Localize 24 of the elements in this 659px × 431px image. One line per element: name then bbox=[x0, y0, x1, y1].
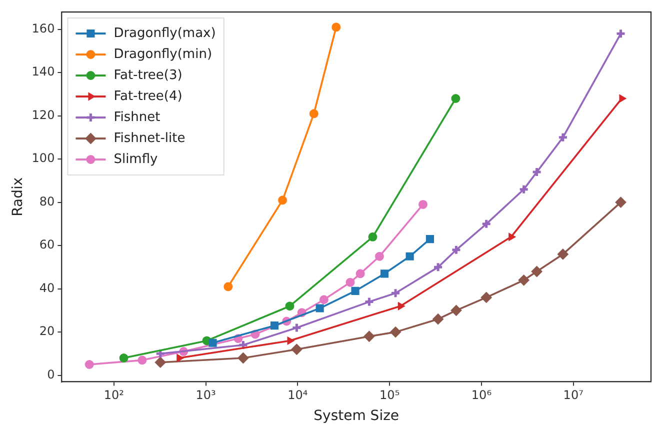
y-tick-label: 20 bbox=[39, 324, 55, 338]
legend-label: Slimfly bbox=[114, 152, 158, 167]
y-tick-label: 120 bbox=[32, 108, 55, 122]
legend-label: Fat-tree(3) bbox=[114, 68, 182, 83]
y-tick-label: 140 bbox=[32, 64, 55, 79]
x-axis-title: System Size bbox=[314, 408, 400, 424]
y-tick-label: 100 bbox=[32, 151, 55, 166]
y-tick-label: 0 bbox=[47, 367, 55, 382]
y-tick-label: 60 bbox=[39, 238, 55, 252]
y-axis-title: Radix bbox=[10, 177, 26, 216]
y-tick-label: 160 bbox=[32, 21, 55, 36]
legend-label: Dragonfly(min) bbox=[114, 46, 212, 62]
legend-label: Dragonfly(max) bbox=[114, 26, 216, 41]
legend-label: Fishnet-lite bbox=[114, 130, 186, 146]
x-tick-label: 10⁷ bbox=[563, 388, 584, 402]
x-tick-label: 10⁵ bbox=[380, 388, 400, 402]
x-tick-label: 10⁴ bbox=[288, 388, 308, 402]
y-tick-label: 80 bbox=[39, 194, 55, 208]
legend-label: Fishnet bbox=[114, 110, 160, 125]
legend-label: Fat-tree(4) bbox=[114, 88, 182, 104]
x-tick-label: 10⁶ bbox=[471, 388, 492, 402]
x-tick-label: 10² bbox=[104, 388, 124, 402]
x-tick-label: 10³ bbox=[196, 388, 216, 402]
y-tick-label: 40 bbox=[39, 280, 55, 295]
